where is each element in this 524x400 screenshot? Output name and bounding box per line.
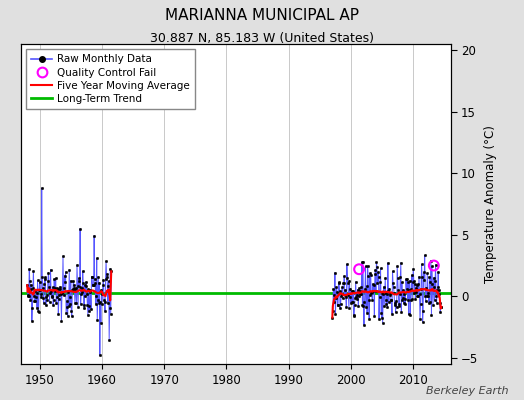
Point bbox=[355, 266, 363, 272]
Text: Berkeley Earth: Berkeley Earth bbox=[426, 386, 508, 396]
Legend: Raw Monthly Data, Quality Control Fail, Five Year Moving Average, Long-Term Tren: Raw Monthly Data, Quality Control Fail, … bbox=[26, 49, 195, 109]
Y-axis label: Temperature Anomaly (°C): Temperature Anomaly (°C) bbox=[484, 125, 497, 283]
Text: 30.887 N, 85.183 W (United States): 30.887 N, 85.183 W (United States) bbox=[150, 32, 374, 45]
Text: MARIANNA MUNICIPAL AP: MARIANNA MUNICIPAL AP bbox=[165, 8, 359, 23]
Point bbox=[430, 262, 438, 269]
